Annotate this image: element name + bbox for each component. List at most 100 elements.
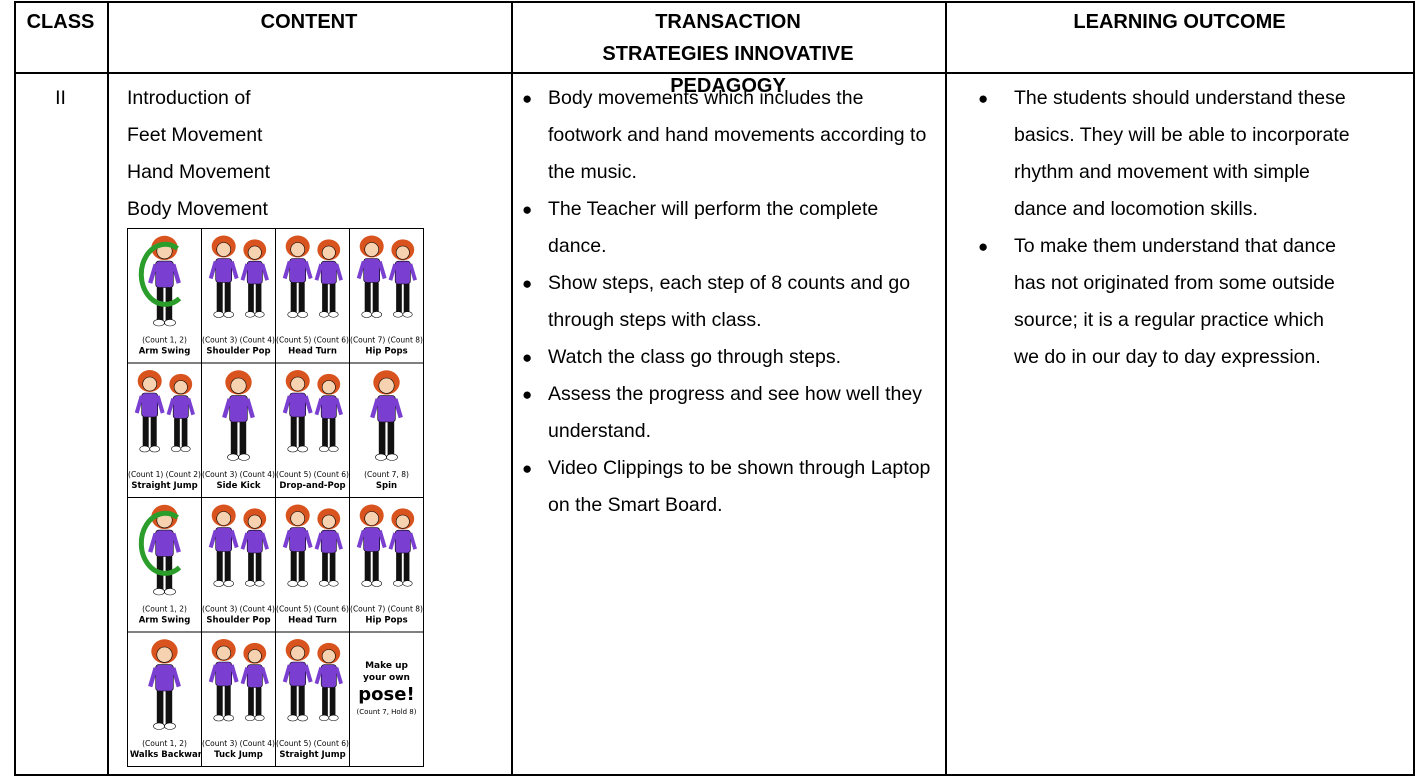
arm	[229, 664, 239, 683]
shirt	[246, 529, 263, 554]
swing-arrow	[138, 510, 182, 576]
arm	[334, 398, 343, 416]
leg	[322, 687, 328, 716]
leg	[322, 418, 328, 447]
arm	[303, 260, 313, 280]
arm	[282, 664, 292, 683]
leg	[290, 282, 297, 313]
step-count: (Count 7) (Count 8)	[350, 605, 423, 614]
leg	[322, 553, 328, 582]
shoe	[213, 311, 224, 318]
arm	[222, 398, 232, 419]
face	[156, 646, 173, 663]
outcome-item: To make them understand that dance has n…	[970, 228, 1350, 376]
shirt	[289, 661, 306, 687]
arm	[408, 263, 417, 281]
shoe	[361, 311, 372, 318]
face	[395, 514, 410, 529]
leg	[364, 551, 371, 582]
shoe	[139, 445, 151, 453]
arm	[148, 532, 158, 553]
arm	[148, 667, 158, 688]
shoe	[328, 714, 339, 722]
face	[378, 377, 395, 394]
face	[290, 242, 305, 257]
shirt	[320, 395, 337, 419]
leg	[255, 553, 262, 582]
shoe	[254, 580, 265, 587]
arm	[393, 398, 403, 419]
arm	[208, 260, 218, 280]
header-cell: CONTENT	[260, 11, 358, 33]
shoe	[297, 445, 308, 453]
face	[321, 380, 336, 395]
shoe	[164, 319, 176, 327]
dance-steps-figure: (Count 1, 2) Arm Swing (Count 3) (Count 4)…	[127, 228, 424, 767]
shirt	[320, 529, 337, 554]
arm	[303, 664, 313, 683]
shirt	[394, 260, 411, 285]
shoe	[402, 311, 413, 318]
shirt	[289, 527, 306, 552]
shoe	[318, 580, 330, 587]
arm	[186, 398, 195, 416]
leg	[174, 418, 180, 447]
shoe	[287, 445, 298, 453]
shirt	[172, 395, 189, 419]
shoe	[361, 580, 372, 587]
face	[321, 649, 336, 664]
figure-cell	[349, 631, 424, 767]
border	[511, 1, 513, 776]
leg	[255, 687, 262, 716]
step-count: (Count 3) (Count 4)	[202, 605, 275, 614]
step-name: Side Kick	[216, 481, 260, 491]
face	[216, 645, 231, 661]
shirt	[377, 395, 396, 423]
face	[216, 511, 231, 526]
step-name: Drop-and-Pop	[279, 481, 345, 491]
header-cell: CLASS	[26, 11, 95, 33]
leg	[290, 417, 297, 447]
arm	[314, 263, 324, 281]
arm	[240, 667, 250, 685]
shoe	[371, 580, 382, 587]
shoe	[164, 588, 176, 596]
arm	[314, 667, 324, 685]
step-count: (Count 1, 2)	[142, 605, 187, 614]
content-line: Body Movement	[127, 198, 268, 220]
step-name: Straight Jump	[279, 750, 345, 760]
step-name: Arm Swing	[139, 616, 191, 626]
arm	[134, 395, 144, 414]
pose-text: pose!	[358, 684, 414, 705]
arm	[155, 395, 165, 414]
face	[364, 242, 379, 257]
arm	[260, 532, 269, 550]
leg	[142, 417, 149, 447]
arm	[260, 667, 269, 685]
step-name: Hip Pops	[365, 347, 407, 357]
arm	[334, 532, 343, 550]
step-name: Head Turn	[288, 347, 337, 357]
leg	[248, 284, 254, 313]
leg	[224, 551, 231, 582]
border	[945, 1, 947, 776]
figure-cell	[349, 362, 424, 498]
shoe	[223, 311, 234, 318]
pose-text: Make up	[365, 661, 408, 671]
arm	[356, 260, 366, 280]
shoe	[297, 311, 308, 318]
face	[247, 514, 262, 529]
arm	[282, 529, 292, 549]
arm	[334, 667, 343, 685]
leg	[396, 553, 402, 582]
face	[230, 377, 247, 394]
shoe	[244, 311, 256, 318]
arm	[282, 395, 292, 414]
shirt	[320, 664, 337, 688]
leg	[298, 282, 305, 313]
shoe	[392, 311, 404, 318]
shirt	[215, 661, 232, 687]
leg	[216, 551, 223, 582]
leg	[329, 687, 336, 716]
